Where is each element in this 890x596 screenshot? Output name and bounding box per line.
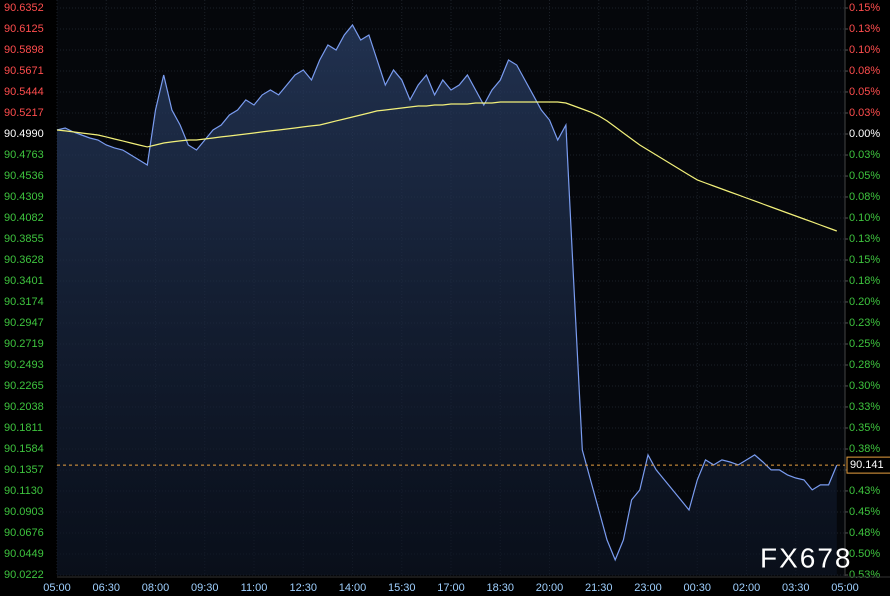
y-tick-label: 90.4763 [4, 149, 44, 161]
y-tick-label: 90.5444 [4, 86, 44, 98]
price-line [56, 23, 838, 562]
y-tick-label: 90.0449 [4, 548, 44, 560]
x-tick-label: 08:00 [142, 582, 170, 594]
y-tick-label: 90.2493 [4, 359, 44, 371]
y2-tick-label: 0.13% [849, 23, 880, 35]
x-tick-label: 05:00 [831, 582, 859, 594]
y2-tick-label: 0.05% [849, 170, 880, 182]
x-tick-label: 23:00 [634, 582, 662, 594]
y-tick-label: 90.4536 [4, 170, 44, 182]
x-tick-label: 06:30 [92, 582, 120, 594]
price-line [56, 101, 838, 232]
y-tick-label: 90.5671 [4, 65, 44, 77]
x-tick-label: 15:30 [388, 582, 416, 594]
y-tick-label: 90.0676 [4, 527, 44, 539]
y-tick-label: 90.2265 [4, 380, 44, 392]
y-tick-label: 90.2038 [4, 401, 44, 413]
y-tick-label: 90.4082 [4, 212, 44, 224]
y-tick-label: 90.3401 [4, 275, 44, 287]
x-tick-label: 02:00 [733, 582, 761, 594]
x-tick-label: 14:00 [339, 582, 367, 594]
y2-tick-label: 0.28% [849, 359, 880, 371]
y-tick-label: 90.4990 [4, 128, 44, 140]
y2-tick-label: 0.03% [849, 149, 880, 161]
y-tick-label: 90.6352 [4, 2, 44, 14]
y2-tick-label: 0.05% [849, 86, 880, 98]
y2-tick-label: 0.53% [849, 569, 880, 581]
y2-tick-label: 0.10% [849, 212, 880, 224]
x-tick-label: 20:00 [536, 582, 564, 594]
y-tick-label: 90.5217 [4, 107, 44, 119]
y2-tick-label: 0.15% [849, 2, 880, 14]
y2-tick-label: 0.15% [849, 254, 880, 266]
y-tick-label: 90.6125 [4, 23, 44, 35]
last-price-box [846, 456, 890, 474]
y2-tick-label: 0.20% [849, 296, 880, 308]
y2-tick-label: 0.35% [849, 422, 880, 434]
y-tick-label: 90.0903 [4, 506, 44, 518]
last-price-label: 90.141 [850, 459, 884, 471]
y2-tick-label: 0.45% [849, 506, 880, 518]
y-tick-label: 90.2947 [4, 317, 44, 329]
x-tick-label: 05:00 [43, 582, 71, 594]
x-tick-label: 11:00 [241, 582, 268, 594]
y2-tick-label: 0.10% [849, 44, 880, 56]
y-tick-label: 90.3628 [4, 254, 44, 266]
watermark: FX678 [760, 542, 853, 573]
y2-tick-label: 0.08% [849, 65, 880, 77]
y2-tick-label: 0.23% [849, 317, 880, 329]
x-tick-label: 17:00 [437, 582, 465, 594]
y2-tick-label: 0.18% [849, 275, 880, 287]
y2-tick-label: 0.33% [849, 401, 880, 413]
x-tick-label: 00:30 [683, 582, 711, 594]
x-tick-label: 12:30 [289, 582, 317, 594]
y2-tick-label: 0.08% [849, 191, 880, 203]
y2-tick-label: 0.00% [849, 128, 880, 140]
y-tick-label: 90.1130 [4, 485, 43, 497]
y-tick-label: 90.2719 [4, 338, 44, 350]
y-tick-label: 90.1811 [4, 422, 43, 434]
y-tick-label: 90.4309 [4, 191, 44, 203]
y2-tick-label: 0.38% [849, 443, 880, 455]
y-tick-label: 90.5898 [4, 44, 44, 56]
y2-tick-label: 0.50% [849, 548, 880, 560]
x-tick-label: 03:30 [782, 582, 810, 594]
y2-tick-label: 0.43% [849, 485, 880, 497]
y-tick-label: 90.0222 [4, 569, 44, 581]
area-fill [57, 25, 837, 575]
y2-tick-label: 0.13% [849, 233, 880, 245]
y2-tick-label: 0.30% [849, 380, 880, 392]
y-tick-label: 90.1584 [4, 443, 44, 455]
y-tick-label: 90.1357 [4, 464, 44, 476]
y2-tick-label: 0.03% [849, 107, 880, 119]
y-tick-label: 90.3174 [4, 296, 44, 308]
x-tick-label: 09:30 [191, 582, 219, 594]
y-tick-label: 90.3855 [4, 233, 44, 245]
y2-tick-label: 0.48% [849, 527, 880, 539]
x-tick-label: 18:30 [486, 582, 514, 594]
y2-tick-label: 0.25% [849, 338, 880, 350]
x-tick-label: 21:30 [585, 582, 613, 594]
